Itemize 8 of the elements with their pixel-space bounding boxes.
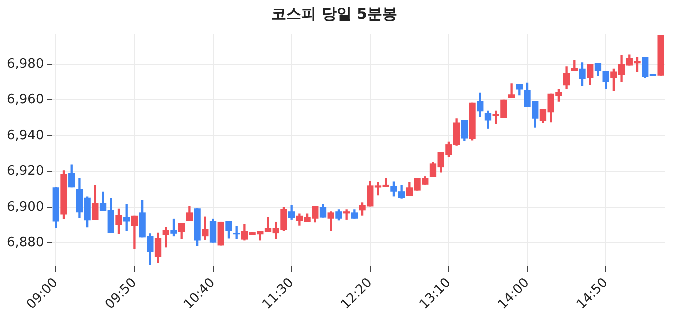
chart-title: 코스피 당일 5분봉 xyxy=(272,4,398,23)
y-tick-label: 6,980 xyxy=(7,56,44,72)
y-tick-label: 6,900 xyxy=(7,200,44,215)
y-tick-label: 6,880 xyxy=(7,236,44,251)
candlestick xyxy=(343,210,350,220)
y-tick-label: 6,940 xyxy=(7,128,44,144)
y-tick-label: 6,960 xyxy=(7,92,44,108)
y-tick-label: 6,920 xyxy=(7,164,44,180)
